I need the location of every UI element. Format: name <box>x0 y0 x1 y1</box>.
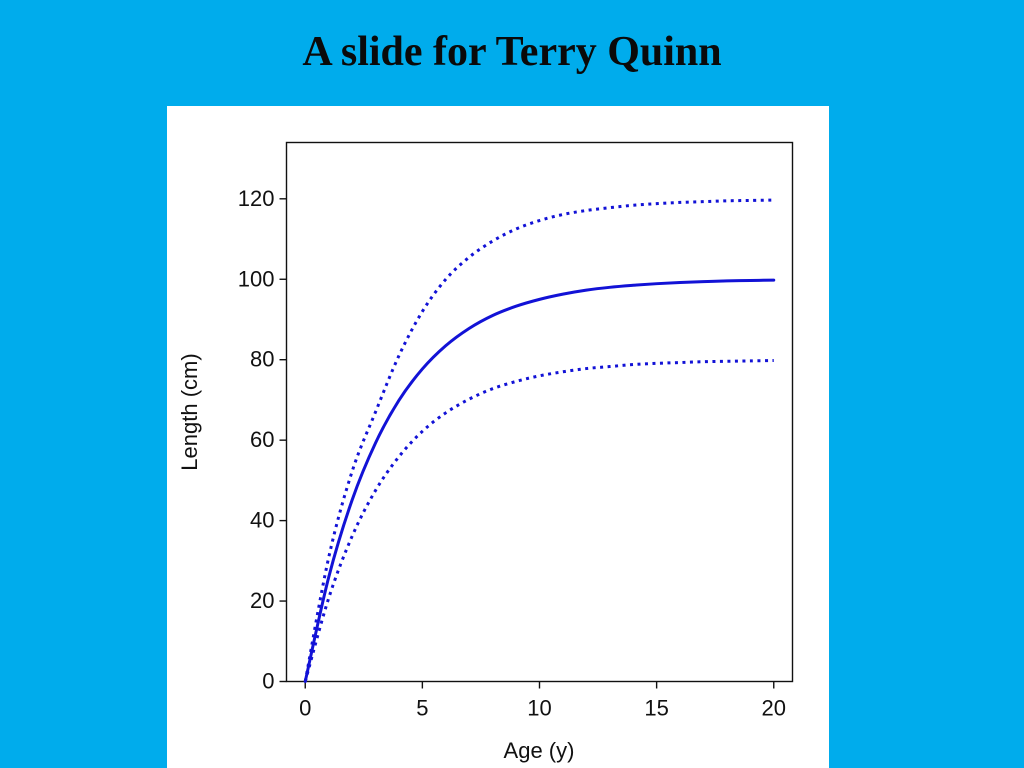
bound-line-2 <box>303 359 774 682</box>
y-tick-label: 80 <box>250 347 274 372</box>
slide-title: A slide for Terry Quinn <box>302 29 722 75</box>
y-tick-label: 120 <box>238 186 275 211</box>
y-tick-label: 40 <box>250 508 274 533</box>
x-tick-label: 10 <box>527 696 551 721</box>
bound-line-0 <box>303 198 774 682</box>
x-axis-label: Age (y) <box>504 738 575 763</box>
y-tick-label: 100 <box>238 266 275 291</box>
x-tick-label: 15 <box>644 696 668 721</box>
y-tick-label: 60 <box>250 427 274 452</box>
mean-growth-line <box>303 278 776 683</box>
y-tick-label: 20 <box>250 588 274 613</box>
x-tick-label: 0 <box>299 696 311 721</box>
x-tick-label: 5 <box>416 696 428 721</box>
series-layer <box>303 198 776 683</box>
y-axis-label: Length (cm) <box>177 353 202 470</box>
plot-frame <box>285 141 794 683</box>
x-axis-ticks: 0 5 10 15 20 <box>299 681 786 721</box>
x-tick-label: 20 <box>762 696 786 721</box>
chart-panel: 0 20 40 60 80 100 120 0 5 10 15 20 Age (y) Length … <box>167 106 829 768</box>
y-tick-label: 0 <box>262 669 274 694</box>
y-axis-ticks: 0 20 40 60 80 100 120 <box>238 186 287 694</box>
growth-chart: 0 20 40 60 80 100 120 0 5 10 15 20 Age (y) Length … <box>177 141 794 763</box>
